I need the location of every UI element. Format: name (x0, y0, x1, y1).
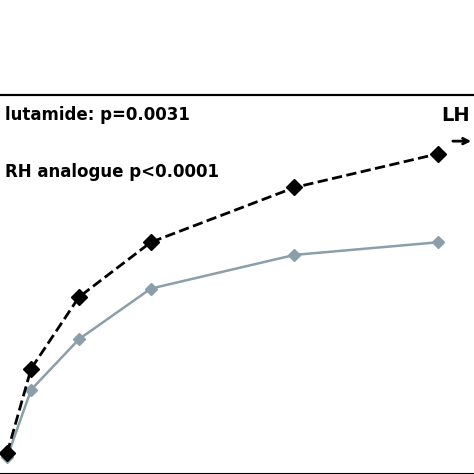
Text: LH: LH (441, 106, 469, 125)
Text: RH analogue p<0.0001: RH analogue p<0.0001 (5, 163, 219, 181)
Text: lutamide: p=0.0031: lutamide: p=0.0031 (5, 106, 190, 124)
